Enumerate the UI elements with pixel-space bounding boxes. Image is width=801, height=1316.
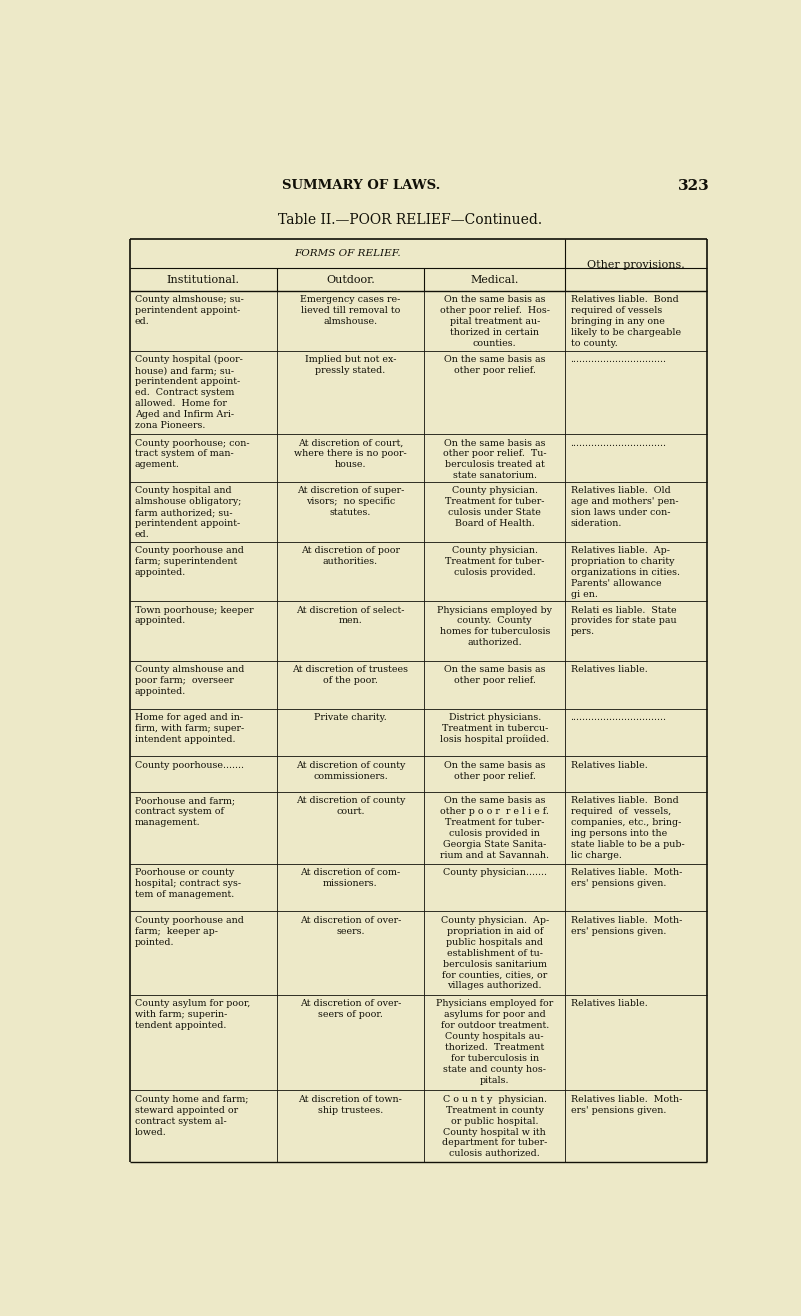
Text: On the same basis as
other poor relief.: On the same basis as other poor relief. xyxy=(444,665,545,686)
Text: SUMMARY OF LAWS.: SUMMARY OF LAWS. xyxy=(282,179,440,192)
Text: Physicians employed for
asylums for poor and
for outdoor treatment.
County hospi: Physicians employed for asylums for poor… xyxy=(436,999,553,1084)
Text: On the same basis as
other poor relief.: On the same basis as other poor relief. xyxy=(444,355,545,375)
Text: Table II.—POOR RELIEF—Continued.: Table II.—POOR RELIEF—Continued. xyxy=(279,213,542,228)
Text: Emergency cases re-
lieved till removal to
almshouse.: Emergency cases re- lieved till removal … xyxy=(300,295,400,326)
Text: On the same basis as
other p o o r  r e l i e f.
Treatment for tuber-
culosis pr: On the same basis as other p o o r r e l… xyxy=(441,796,549,861)
Text: Relatives liable.  Bond
required of vessels
bringing in any one
likely to be cha: Relatives liable. Bond required of vesse… xyxy=(570,295,681,349)
Text: County poorhouse and
farm; superintendent
appointed.: County poorhouse and farm; superintenden… xyxy=(135,546,244,576)
Text: County poorhouse and
farm;  keeper ap-
pointed.: County poorhouse and farm; keeper ap- po… xyxy=(135,916,244,946)
Text: County almshouse; su-
perintendent appoint-
ed.: County almshouse; su- perintendent appoi… xyxy=(135,295,244,326)
Text: Poorhouse or county
hospital; contract sys-
tem of management.: Poorhouse or county hospital; contract s… xyxy=(135,869,241,899)
Text: Other provisions.: Other provisions. xyxy=(587,261,685,270)
Text: At discretion of com-
missioners.: At discretion of com- missioners. xyxy=(300,869,400,888)
Text: At discretion of trustees
of the poor.: At discretion of trustees of the poor. xyxy=(292,665,409,686)
Text: Implied but not ex-
pressly stated.: Implied but not ex- pressly stated. xyxy=(304,355,396,375)
Text: County physician.  Ap-
propriation in aid of
public hospitals and
establishment : County physician. Ap- propriation in aid… xyxy=(441,916,549,991)
Text: At discretion of county
commissioners.: At discretion of county commissioners. xyxy=(296,761,405,780)
Text: Relatives liable.: Relatives liable. xyxy=(570,665,647,674)
Text: County physician.
Treatment for tuber-
culosis under State
Board of Health.: County physician. Treatment for tuber- c… xyxy=(445,486,545,528)
Text: Home for aged and in-
firm, with farm; super-
intendent appointed.: Home for aged and in- firm, with farm; s… xyxy=(135,713,244,744)
Text: Poorhouse and farm;
contract system of
management.: Poorhouse and farm; contract system of m… xyxy=(135,796,235,828)
Text: District physicians.
Treatment in tubercu-
losis hospital proíided.: District physicians. Treatment in tuberc… xyxy=(440,713,549,745)
Text: 323: 323 xyxy=(678,179,709,193)
Text: At discretion of select-
men.: At discretion of select- men. xyxy=(296,605,405,625)
Text: Relatives liable.  Ap-
propriation to charity
organizations in cities.
Parents' : Relatives liable. Ap- propriation to cha… xyxy=(570,546,679,599)
Text: ................................: ................................ xyxy=(570,713,666,722)
Text: At discretion of over-
seers.: At discretion of over- seers. xyxy=(300,916,401,936)
Text: C o u n t y  physician.
Treatment in county
or public hospital.
County hospital : C o u n t y physician. Treatment in coun… xyxy=(442,1095,547,1158)
Text: Private charity.: Private charity. xyxy=(314,713,387,722)
Text: At discretion of town-
ship trustees.: At discretion of town- ship trustees. xyxy=(299,1095,402,1115)
Text: At discretion of court,
where there is no poor-
house.: At discretion of court, where there is n… xyxy=(294,438,407,470)
Text: Physicians employed by
county.  County
homes for tuberculosis
authorized.: Physicians employed by county. County ho… xyxy=(437,605,552,647)
Text: County asylum for poor,
with farm; superin-
tendent appointed.: County asylum for poor, with farm; super… xyxy=(135,999,250,1030)
Text: County physician.......: County physician....... xyxy=(443,869,547,876)
Text: On the same basis as
other poor relief.: On the same basis as other poor relief. xyxy=(444,761,545,780)
Text: Institutional.: Institutional. xyxy=(167,275,239,284)
Text: ................................: ................................ xyxy=(570,355,666,365)
Text: County poorhouse.......: County poorhouse....... xyxy=(135,761,244,770)
Text: At discretion of county
court.: At discretion of county court. xyxy=(296,796,405,816)
Text: County hospital and
almshouse obligatory;
farm authorized; su-
perintendent appo: County hospital and almshouse obligatory… xyxy=(135,486,241,540)
Text: ................................: ................................ xyxy=(570,438,666,447)
Text: On the same basis as
other poor relief.  Hos-
pital treatment au-
thorized in ce: On the same basis as other poor relief. … xyxy=(440,295,549,349)
Text: Relatives liable.  Bond
required  of  vessels,
companies, etc., bring-
ing perso: Relatives liable. Bond required of vesse… xyxy=(570,796,684,861)
Text: At discretion of over-
seers of poor.: At discretion of over- seers of poor. xyxy=(300,999,401,1019)
Text: County poorhouse; con-
tract system of man-
agement.: County poorhouse; con- tract system of m… xyxy=(135,438,249,470)
Text: Relatives liable.  Moth-
ers' pensions given.: Relatives liable. Moth- ers' pensions gi… xyxy=(570,916,682,936)
Text: Medical.: Medical. xyxy=(470,275,519,284)
Text: County almshouse and
poor farm;  overseer
appointed.: County almshouse and poor farm; overseer… xyxy=(135,665,244,696)
Text: On the same basis as
other poor relief.  Tu-
berculosis treated at
state sanator: On the same basis as other poor relief. … xyxy=(443,438,546,480)
Text: Relatives liable.: Relatives liable. xyxy=(570,999,647,1008)
Text: Town poorhouse; keeper
appointed.: Town poorhouse; keeper appointed. xyxy=(135,605,253,625)
Text: County home and farm;
steward appointed or
contract system al-
lowed.: County home and farm; steward appointed … xyxy=(135,1095,248,1137)
Text: Relatives liable.: Relatives liable. xyxy=(570,761,647,770)
Text: At discretion of super-
visors;  no specific
statutes.: At discretion of super- visors; no speci… xyxy=(296,486,405,517)
Text: Relatives liable.  Old
age and mothers' pen-
sion laws under con-
sideration.: Relatives liable. Old age and mothers' p… xyxy=(570,486,678,528)
Text: Relatives liable.  Moth-
ers' pensions given.: Relatives liable. Moth- ers' pensions gi… xyxy=(570,1095,682,1115)
Text: Relatives liable.  Moth-
ers' pensions given.: Relatives liable. Moth- ers' pensions gi… xyxy=(570,869,682,888)
Text: FORMS OF RELIEF.: FORMS OF RELIEF. xyxy=(294,249,400,258)
Text: Outdoor.: Outdoor. xyxy=(326,275,375,284)
Text: County physician.
Treatment for tuber-
culosis provided.: County physician. Treatment for tuber- c… xyxy=(445,546,545,576)
Text: County hospital (poor-
house) and farm; su-
perintendent appoint-
ed.  Contract : County hospital (poor- house) and farm; … xyxy=(135,355,243,430)
Text: At discretion of poor
authorities.: At discretion of poor authorities. xyxy=(301,546,400,566)
Text: Relati es liable.  State
provides for state pau
pers.: Relati es liable. State provides for sta… xyxy=(570,605,676,637)
